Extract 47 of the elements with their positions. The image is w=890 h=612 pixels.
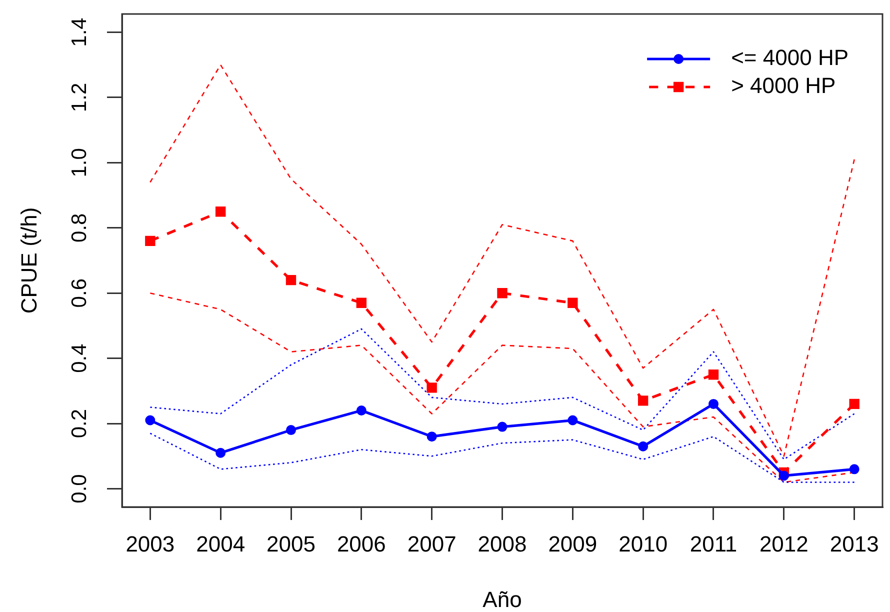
point	[356, 298, 367, 308]
x-tick-label: 2013	[830, 531, 879, 556]
point	[216, 448, 226, 458]
point	[426, 382, 437, 393]
y-tick-label: 0.2	[68, 408, 91, 438]
point	[849, 464, 860, 474]
line-series	[150, 64, 855, 457]
x-tick-label: 2009	[548, 531, 598, 556]
x-tick-label: 2005	[266, 531, 316, 556]
y-axis-title: CPUE (t/h)	[16, 207, 42, 314]
y-tick-label: 1.0	[68, 148, 91, 178]
point	[286, 274, 296, 286]
point	[356, 405, 366, 416]
point	[286, 425, 296, 436]
point	[849, 398, 860, 410]
x-tick-label: 2008	[478, 531, 527, 556]
line-series	[150, 328, 855, 460]
y-tick-label: 0.4	[68, 343, 91, 373]
x-tick-label: 2007	[407, 531, 456, 556]
y-tick-label: 1.2	[68, 82, 91, 112]
legend-label: <= 4000 HP	[731, 45, 849, 70]
x-axis-title: Año	[482, 587, 522, 612]
x-tick-label: 2012	[759, 531, 808, 556]
point	[638, 441, 648, 452]
point	[778, 470, 789, 481]
point	[145, 236, 156, 246]
point	[497, 288, 508, 298]
point	[708, 398, 718, 409]
y-tick-label: 0.0	[68, 474, 91, 504]
y-tick-label: 0.8	[68, 213, 91, 242]
y-tick-label: 0.6	[68, 278, 91, 308]
x-tick-label: 2003	[126, 531, 175, 556]
point	[497, 422, 508, 432]
point	[708, 370, 719, 380]
x-tick-label: 2011	[690, 531, 738, 556]
point	[426, 432, 437, 442]
point	[145, 415, 156, 426]
x-tick-label: 2010	[618, 531, 668, 556]
line-series	[150, 432, 855, 483]
point	[215, 206, 226, 217]
point	[568, 415, 578, 426]
legend-label: > 4000 HP	[731, 73, 836, 98]
x-tick-label: 2006	[336, 531, 386, 556]
point	[638, 396, 648, 406]
x-tick-label: 2004	[196, 531, 246, 556]
y-tick-label: 1.4	[68, 17, 91, 47]
point	[568, 298, 578, 308]
